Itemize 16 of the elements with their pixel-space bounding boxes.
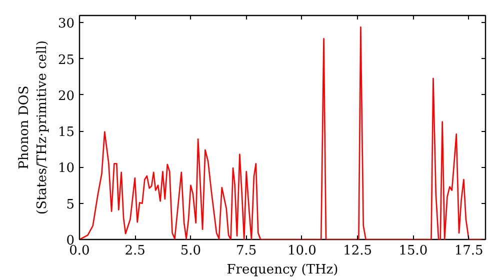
- x-tick-label: 17.5: [454, 244, 484, 258]
- x-tick-label: 2.5: [124, 244, 146, 258]
- y-axis-title: Phonon DOS (States/THz·primitive cell): [16, 40, 50, 214]
- x-tick-label: 0.0: [69, 244, 90, 258]
- y-tick-label: 20: [58, 88, 75, 104]
- y-tick-label: 30: [58, 16, 75, 32]
- x-tick-label: 12.5: [343, 244, 372, 258]
- x-axis-title: Frequency (THz): [226, 262, 338, 278]
- x-tick-label: 7.5: [236, 244, 257, 258]
- x-tick-label: 10.0: [287, 244, 316, 258]
- y-tick-label: 25: [58, 52, 75, 68]
- x-tick-label: 15.0: [398, 244, 428, 258]
- y-tick-label: 15: [58, 125, 75, 140]
- x-tick-label: 5.0: [180, 244, 202, 258]
- y-tick-label: 5: [66, 197, 75, 212]
- y-tick-label: 10: [58, 161, 75, 176]
